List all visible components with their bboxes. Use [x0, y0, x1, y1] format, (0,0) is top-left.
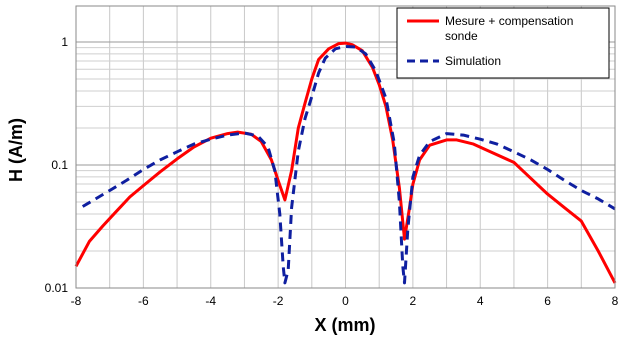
- x-tick-label: -4: [205, 294, 216, 308]
- legend-label-measure: Mesure + compensation: [445, 14, 573, 28]
- x-tick-label: 2: [410, 294, 417, 308]
- x-tick-label: 8: [612, 294, 619, 308]
- x-tick-label: -2: [273, 294, 284, 308]
- tick-labels: -8 -6 -4 -2 0 2 4 6 8 0.01 0.1 1: [45, 35, 619, 308]
- plot-border: [75, 5, 616, 289]
- series-line-0: [74, 41, 617, 284]
- legend-label-simulation: Simulation: [445, 54, 501, 68]
- x-tick-label: 6: [544, 294, 551, 308]
- y-tick-label: 1: [61, 35, 68, 49]
- y-axis-title: H (A/m): [6, 118, 26, 182]
- legend: Mesure + compensation sonde Simulation: [396, 7, 610, 79]
- x-tick-label: 4: [477, 294, 484, 308]
- x-tick-label: 0: [342, 294, 349, 308]
- x-tick-label: -6: [138, 294, 149, 308]
- x-axis-title: X (mm): [314, 315, 375, 335]
- y-tick-label: 0.1: [51, 158, 68, 172]
- legend-label-measure-line2: sonde: [445, 29, 478, 43]
- series-lines: [74, 41, 617, 285]
- x-tick-label: -8: [71, 294, 82, 308]
- series-line-1: [81, 45, 616, 285]
- y-tick-label: 0.01: [45, 281, 69, 295]
